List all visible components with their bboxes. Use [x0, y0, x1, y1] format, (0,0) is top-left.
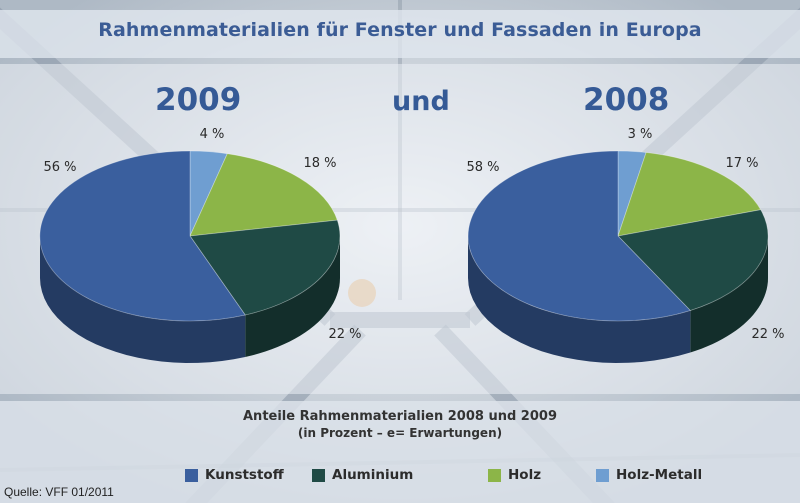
year-2009-title: 2009 [155, 82, 242, 118]
source-note: Quelle: VFF 01/2011 [4, 485, 114, 499]
legend-item-holz-metall: Holz-Metall [596, 467, 702, 483]
pie-slice-aluminium [189, 219, 341, 316]
pie-slice-kunststoff [467, 150, 692, 322]
legend: Kunststoff Aluminium Holz Holz-Metall [0, 467, 800, 487]
chart-caption: Anteile Rahmenmaterialien 2008 und 2009 [243, 409, 557, 424]
data-label-aluminium: 22 % [328, 327, 361, 342]
legend-item-kunststoff: Kunststoff [185, 467, 284, 483]
pie-side-kunststoff [468, 236, 691, 363]
chart-caption-note: (in Prozent – e= Erwartungen) [297, 426, 503, 440]
legend-swatch [312, 468, 325, 482]
title-band [0, 10, 800, 58]
legend-label: Holz [508, 467, 542, 483]
data-label-kunststoff: 56 % [43, 160, 76, 175]
pie-slice-holz [189, 153, 338, 237]
data-label-holz-metall: 3 % [628, 127, 653, 142]
pie-side-aluminium [245, 236, 340, 357]
pie-slice-holz [617, 152, 762, 237]
data-label-holz: 18 % [303, 156, 336, 171]
pie-slice-kunststoff [39, 150, 246, 322]
pie-slice-aluminium [617, 209, 769, 311]
pie-slice-holz-metall [189, 150, 228, 237]
legend-item-aluminium: Aluminium [312, 467, 413, 483]
data-label-aluminium: 22 % [751, 327, 784, 342]
legend-swatch [596, 468, 609, 482]
connector-word: und [392, 86, 450, 117]
data-label-kunststoff: 58 % [466, 160, 499, 175]
legend-item-holz: Holz [488, 467, 541, 483]
data-label-holz: 17 % [725, 156, 758, 171]
pie-side-aluminium [690, 236, 768, 353]
chart-title: Rahmenmaterialien für Fenster und Fassad… [98, 19, 702, 41]
year-2008-title: 2008 [583, 82, 670, 118]
pie-slice-holz-metall [617, 150, 647, 237]
legend-swatch [488, 468, 501, 482]
data-label-holz-metall: 4 % [200, 127, 225, 142]
legend-label: Kunststoff [205, 467, 284, 483]
footer-band [0, 401, 800, 503]
legend-label: Holz-Metall [616, 467, 703, 483]
pie-side-kunststoff [40, 236, 246, 363]
legend-swatch [185, 468, 198, 482]
legend-label: Aluminium [332, 467, 414, 483]
